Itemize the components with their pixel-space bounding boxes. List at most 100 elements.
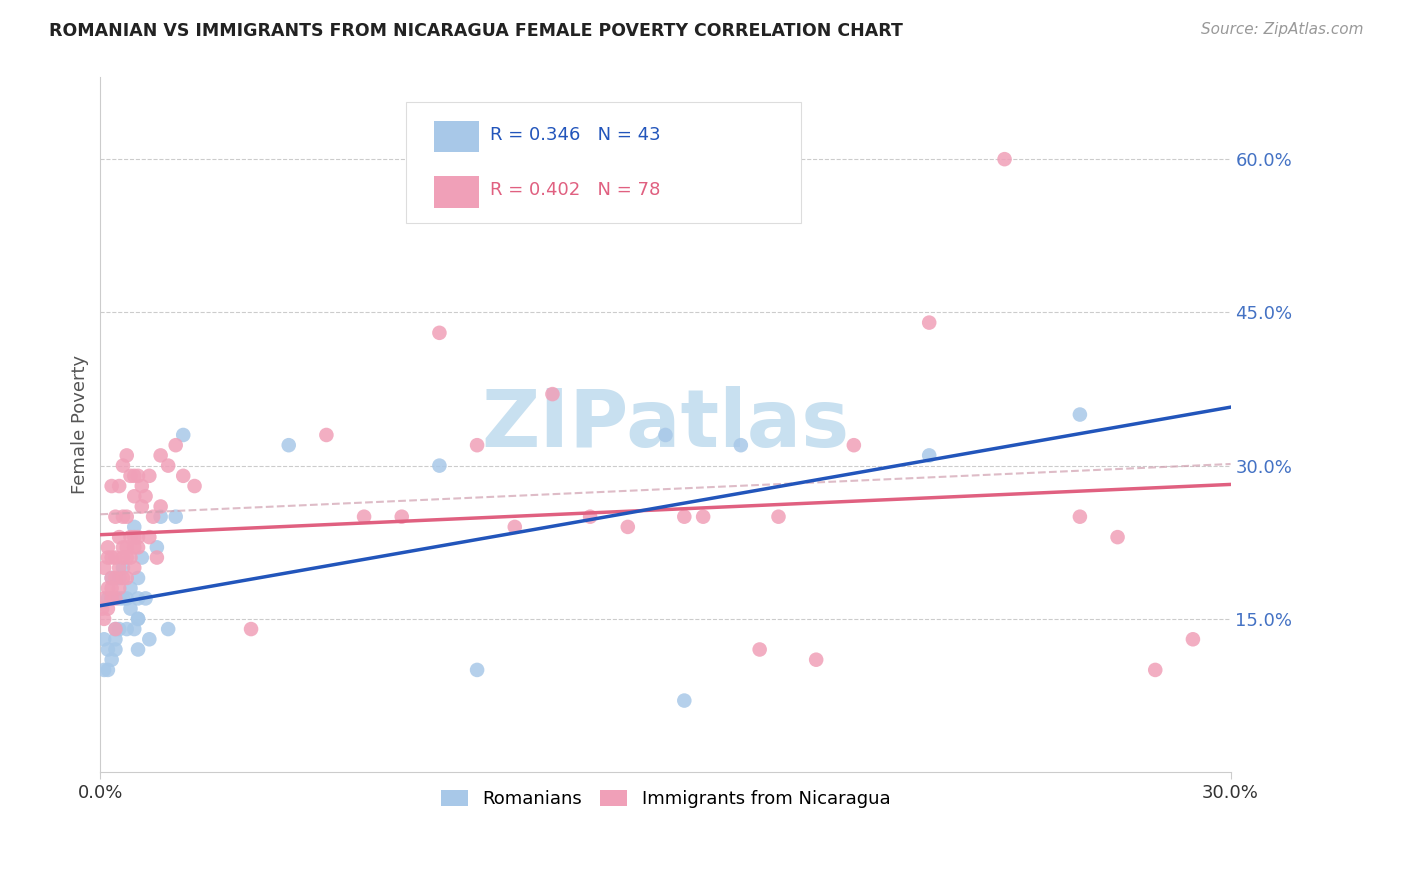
- Point: [138, 632, 160, 647]
- Point: [240, 622, 263, 636]
- Point: [127, 612, 149, 626]
- Point: [120, 468, 142, 483]
- Point: [127, 642, 149, 657]
- Point: [122, 561, 145, 575]
- Point: [104, 622, 127, 636]
- Point: [429, 458, 451, 473]
- Text: R = 0.346   N = 43: R = 0.346 N = 43: [491, 126, 661, 144]
- Point: [93, 663, 115, 677]
- Point: [172, 428, 194, 442]
- Point: [108, 530, 131, 544]
- Point: [111, 550, 134, 565]
- Point: [692, 509, 714, 524]
- Point: [93, 632, 115, 647]
- Point: [353, 509, 375, 524]
- Point: [100, 591, 122, 606]
- Point: [673, 693, 696, 707]
- Point: [108, 622, 131, 636]
- Point: [111, 458, 134, 473]
- Point: [97, 591, 120, 606]
- FancyBboxPatch shape: [434, 120, 479, 153]
- Point: [138, 468, 160, 483]
- Point: [120, 581, 142, 595]
- Point: [315, 428, 337, 442]
- Point: [138, 530, 160, 544]
- Point: [135, 489, 157, 503]
- Point: [1181, 632, 1204, 647]
- Point: [918, 449, 941, 463]
- Point: [131, 500, 153, 514]
- Text: Source: ZipAtlas.com: Source: ZipAtlas.com: [1201, 22, 1364, 37]
- Point: [465, 663, 488, 677]
- Point: [127, 571, 149, 585]
- Point: [115, 571, 138, 585]
- Point: [673, 509, 696, 524]
- Point: [993, 152, 1015, 166]
- Point: [768, 509, 790, 524]
- Point: [104, 591, 127, 606]
- Point: [115, 591, 138, 606]
- Point: [91, 601, 114, 615]
- FancyBboxPatch shape: [434, 177, 479, 208]
- Point: [122, 489, 145, 503]
- Point: [579, 509, 602, 524]
- Point: [122, 622, 145, 636]
- Y-axis label: Female Poverty: Female Poverty: [72, 355, 89, 494]
- Point: [149, 449, 172, 463]
- Point: [104, 571, 127, 585]
- Point: [465, 438, 488, 452]
- Point: [748, 642, 770, 657]
- Point: [100, 479, 122, 493]
- Point: [97, 541, 120, 555]
- Point: [804, 653, 827, 667]
- Point: [108, 571, 131, 585]
- Text: ROMANIAN VS IMMIGRANTS FROM NICARAGUA FEMALE POVERTY CORRELATION CHART: ROMANIAN VS IMMIGRANTS FROM NICARAGUA FE…: [49, 22, 903, 40]
- Point: [100, 653, 122, 667]
- Point: [127, 530, 149, 544]
- Point: [104, 642, 127, 657]
- Point: [115, 550, 138, 565]
- Point: [122, 541, 145, 555]
- Point: [146, 541, 169, 555]
- Point: [131, 550, 153, 565]
- Point: [115, 449, 138, 463]
- Point: [541, 387, 564, 401]
- Point: [654, 428, 676, 442]
- Point: [127, 468, 149, 483]
- Point: [1107, 530, 1129, 544]
- Point: [122, 520, 145, 534]
- Point: [183, 479, 205, 493]
- Point: [149, 500, 172, 514]
- Point: [277, 438, 299, 452]
- Point: [97, 581, 120, 595]
- FancyBboxPatch shape: [405, 102, 801, 223]
- Point: [120, 530, 142, 544]
- Point: [108, 581, 131, 595]
- Point: [617, 520, 640, 534]
- Point: [918, 316, 941, 330]
- Point: [115, 622, 138, 636]
- Point: [108, 591, 131, 606]
- Point: [142, 509, 165, 524]
- Point: [100, 581, 122, 595]
- Point: [122, 468, 145, 483]
- Point: [97, 550, 120, 565]
- Point: [1069, 509, 1091, 524]
- Point: [104, 509, 127, 524]
- Point: [100, 571, 122, 585]
- Point: [111, 509, 134, 524]
- Point: [503, 520, 526, 534]
- Point: [131, 479, 153, 493]
- Point: [127, 591, 149, 606]
- Point: [135, 591, 157, 606]
- Point: [93, 612, 115, 626]
- Point: [93, 561, 115, 575]
- Point: [115, 541, 138, 555]
- Point: [111, 541, 134, 555]
- Text: R = 0.402   N = 78: R = 0.402 N = 78: [491, 181, 661, 199]
- Point: [108, 561, 131, 575]
- Point: [120, 601, 142, 615]
- Point: [111, 591, 134, 606]
- Point: [93, 591, 115, 606]
- Point: [100, 550, 122, 565]
